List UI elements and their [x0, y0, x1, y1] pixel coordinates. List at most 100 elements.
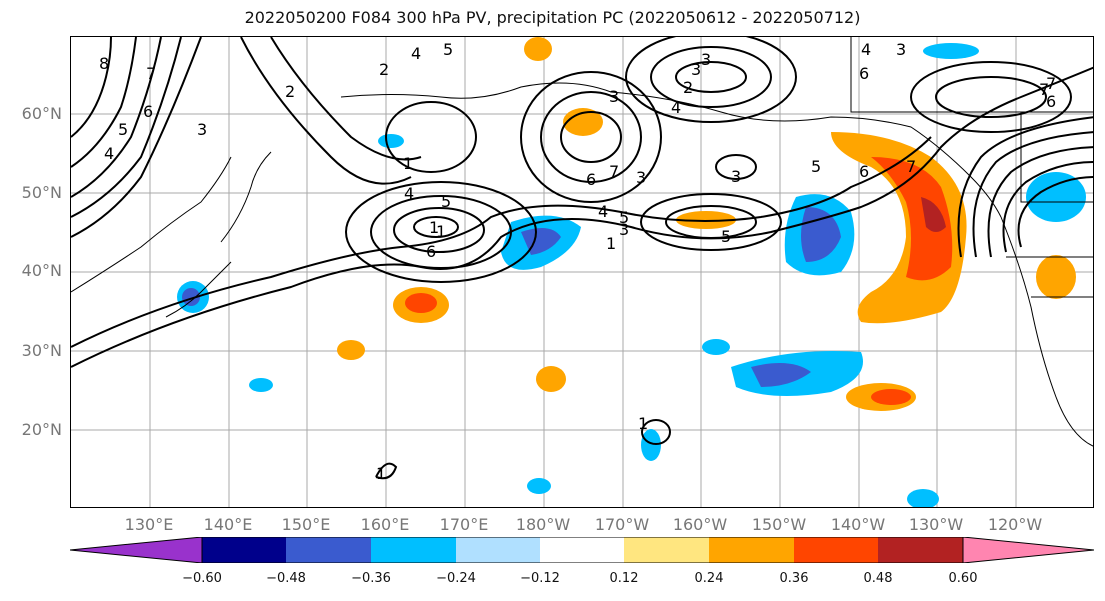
lon-label-150w: 150°W: [751, 515, 807, 534]
pv-contour-west-5: [71, 37, 112, 138]
pv-contour-east-1: [957, 116, 1093, 258]
contour-label: 7: [146, 64, 156, 83]
colorbar-tick: −0.48: [266, 571, 306, 586]
colorbar-bin: [456, 537, 540, 563]
contour-label: 1: [606, 234, 616, 253]
pv-closed-canada: [910, 61, 1072, 133]
precip-positive-small-1: [337, 340, 365, 360]
contour-label: 4: [411, 44, 421, 63]
precip-negative-small-5: [907, 489, 939, 507]
contour-label: 5: [811, 157, 821, 176]
colorbar-extend-high: [962, 536, 1095, 564]
colorbar-bin: [709, 537, 794, 563]
contour-label: 4: [598, 202, 608, 221]
precip-negative-small-6: [378, 134, 404, 148]
contour-label: 1: [429, 218, 439, 237]
pv-closed-low-gulf-2: [665, 205, 757, 239]
lat-label-60n: 60°N: [21, 104, 62, 123]
precip-negative-small-7: [923, 43, 979, 59]
contour-label: 7: [906, 157, 916, 176]
pv-closed-high-bering: [385, 101, 477, 173]
lat-label-50n: 50°N: [21, 183, 62, 202]
contour-label: 7: [1039, 80, 1049, 99]
precip-strong-subtropics-east: [871, 389, 911, 405]
colorbar-tick: 0.24: [694, 571, 724, 586]
lon-label-140e: 140°E: [203, 515, 253, 534]
colorbar: [69, 536, 1095, 564]
lon-label-120w: 120°W: [987, 515, 1043, 534]
contour-label: 6: [859, 64, 869, 83]
contour-label: 3: [691, 60, 701, 79]
contour-label: 6: [859, 162, 869, 181]
pv-closed-low-gulf: [640, 193, 782, 251]
lat-label-30n: 30°N: [21, 341, 62, 360]
precip-darkest-gulf-alaska: [921, 197, 946, 232]
pv-contour-east-5: [1017, 176, 1093, 248]
contour-label: 5: [441, 192, 451, 211]
lat-label-20n: 20°N: [21, 420, 62, 439]
contour-label: 7: [609, 162, 619, 181]
contour-label: 3: [731, 167, 741, 186]
lon-label-170w: 170°W: [594, 515, 650, 534]
contour-label: 8: [99, 54, 109, 73]
coastlines: [71, 37, 1093, 447]
contour-label: 5: [619, 208, 629, 227]
pv-closed-low-central: [345, 181, 537, 283]
pv-closed-small-north: [715, 154, 757, 180]
precip-positive-alaska-west: [563, 108, 603, 136]
contour-label: 4: [404, 184, 414, 203]
colorbar-tick: 0.12: [609, 571, 639, 586]
pv-contour-west-2: [71, 37, 182, 218]
contour-label: 3: [636, 168, 646, 187]
pv-contour-west-1: [71, 37, 202, 238]
precip-positive-west-coast: [1036, 255, 1076, 299]
lon-label-130w: 130°W: [908, 515, 964, 534]
precip-negative-small-3: [641, 429, 661, 461]
contour-label: 2: [683, 78, 693, 97]
pv-closed-high-alaska-3: [560, 111, 622, 163]
contour-label: 4: [861, 40, 871, 59]
pv-closed-high-north-2: [650, 46, 772, 108]
map-title: 2022050200 F084 300 hPa PV, precipitatio…: [244, 8, 861, 27]
contour-label: 3: [197, 120, 207, 139]
contour-label: 5: [721, 227, 731, 246]
contour-label: 3: [619, 220, 629, 239]
map-canvas: 8 7 6 5 4 3 2 1 4 5 4 3 2 1 4 5 6 7 3 2 …: [71, 37, 1093, 507]
contour-label: 3: [896, 40, 906, 59]
contour-label: 5: [118, 120, 128, 139]
pv-closed-high-north: [625, 37, 797, 123]
colorbar-bin: [286, 537, 371, 563]
colorbar-tick: 0.36: [779, 571, 809, 586]
lon-label-130e: 130°E: [124, 515, 174, 534]
lon-label-170e: 170°E: [439, 515, 489, 534]
lon-label-140w: 140°W: [830, 515, 886, 534]
contour-label: 3: [701, 50, 711, 69]
precip-negative-small-1: [249, 378, 273, 392]
contour-labels: 8 7 6 5 4 3 2 1 4 5 4 3 2 1 4 5 6 7 3 2 …: [99, 40, 1056, 483]
lon-label-160w: 160°W: [672, 515, 728, 534]
colorbar-extend-low: [69, 536, 203, 564]
precip-positive-bering: [524, 37, 552, 61]
contour-label: 1: [638, 414, 648, 433]
pv-contour-mid-2: [270, 37, 422, 161]
precip-strong-kuroshio: [405, 293, 437, 313]
pv-closed-canada-2: [935, 76, 1047, 118]
colorbar-canvas: [69, 536, 1095, 564]
contour-label: 2: [285, 82, 295, 101]
colorbar-tick: −0.12: [520, 571, 560, 586]
contour-label: 1: [403, 154, 413, 173]
contour-label: 2: [379, 60, 389, 79]
contour-label: 1: [436, 222, 446, 241]
contour-label: 3: [609, 87, 619, 106]
pv-closed-high-alaska-2: [540, 91, 642, 183]
precip-negative-subtropics-core: [751, 363, 811, 387]
lon-label-150e: 150°E: [281, 515, 331, 534]
precip-negative-small-2: [702, 339, 730, 355]
colorbar-tick: −0.24: [436, 571, 476, 586]
pv-closed-high-north-3: [675, 61, 747, 93]
precip-positive-small-2: [536, 366, 566, 392]
map-panel: 8 7 6 5 4 3 2 1 4 5 4 3 2 1 4 5 6 7 3 2 …: [70, 36, 1094, 508]
precip-negative-pnw: [1026, 172, 1086, 222]
contour-label: 6: [426, 242, 436, 261]
contour-label: 5: [443, 40, 453, 59]
